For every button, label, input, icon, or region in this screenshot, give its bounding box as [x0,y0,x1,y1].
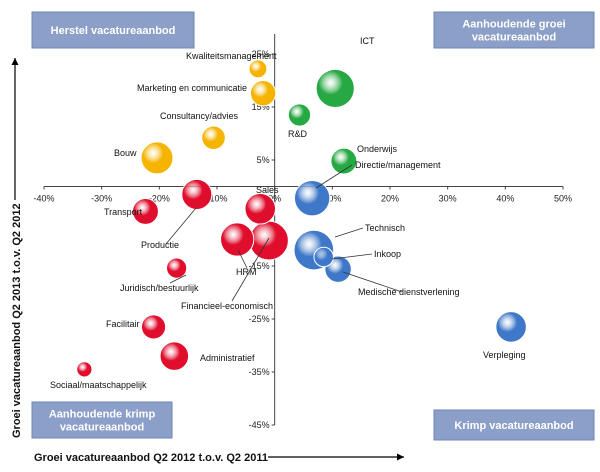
x-tick-label: 30% [439,194,457,204]
leader-line [315,164,353,189]
x-tick-label: -40% [33,194,54,204]
bubble-sociaal-maatschappelijk [76,361,93,378]
label-hrm: HRM [236,267,257,277]
label-productie: Productie [141,240,179,250]
x-tick-label: 50% [554,194,572,204]
bubble-marketing-en-communicatie [249,80,277,107]
bubble-consultancy-advies [201,125,226,151]
leader-line [169,274,187,284]
label-ict: ICT [360,36,375,46]
axes: -40% -30% -20% -10% 0% 10% 20% 30% 40% 50% 25% 15% 5… [33,34,572,430]
bubble-juridisch-bestuurlijk [166,257,188,279]
quadrant-label: Herstel vacatureaanbod [51,25,176,37]
label-sociaal-maatschappelijk: Sociaal/maatschappelijk [50,380,147,390]
label-inkoop: Inkoop [374,249,401,259]
y-tick-label: -25% [249,314,270,324]
bubble-verpleging [495,311,527,343]
x-tick-label: 20% [381,194,399,204]
label-r-d: R&D [288,129,308,139]
bubbles [76,59,527,378]
bubble-r-d [287,103,312,127]
bubble-financieel-economisch [248,220,289,261]
quadrant-label: Aanhoudende krimp [49,409,156,421]
y-tick-label: 15% [252,102,270,112]
label-juridisch-bestuurlijk: Juridisch/bestuurlijk [120,283,199,293]
label-kwaliteitsmanagement: Kwaliteitsmanagement [186,51,277,61]
y-tick-label: -35% [249,367,270,377]
bubble-labels: ICT Kwaliteitsmanagement Marketing en comm… [50,36,526,390]
label-onderwijs: Onderwijs [357,144,398,154]
quadrant-box [433,11,595,49]
leader-line [334,227,364,238]
x-tick-label: 0% [268,194,281,204]
bubble-ict [315,68,355,109]
bubble-transport [132,197,159,225]
bubble-inkoop [313,246,334,268]
quadrant-box [433,409,595,441]
bubble-productie [181,178,213,210]
x-tick-label: 10% [323,194,341,204]
label-facilitair: Facilitair [106,319,140,329]
x-axis-title: Groei vacatureaanbod Q2 2012 t.o.v. Q2 2… [34,452,268,464]
quadrant-label: vacatureaanbod [472,32,556,44]
x-tick-label: -20% [149,194,170,204]
y-tick-label: -15% [249,261,270,271]
leader-line [237,249,248,269]
y-tick-label: 5% [257,155,270,165]
y-axis-title: Groei vacatureaanbod Q2 2013 t.o.v. Q2 2… [11,203,23,438]
quadrant-box [31,11,195,49]
x-tick-label: 40% [496,194,514,204]
bubble-hrm [220,222,255,257]
bubble-administratief [159,341,190,371]
label-medische-dienstverlening: Medische dienstverlening [358,287,460,297]
quadrant-top-left: Herstel vacatureaanbod [31,11,195,49]
bubble-facilitair [140,314,167,340]
label-technisch: Technisch [365,223,405,233]
y-tick-label: -45% [249,420,270,430]
label-sales: Sales [256,185,279,195]
y-tick-label: 25% [252,49,270,59]
axis-titles: Groei vacatureaanbod Q2 2012 t.o.v. Q2 2… [11,58,404,464]
label-directie-management: Directie/management [355,160,441,170]
leader-line [342,271,403,293]
leader-line [331,253,373,260]
label-financieel-economisch: Financieel-economisch [181,301,273,311]
bubble-sales [244,192,277,225]
bubble-directie-management [293,179,331,217]
quadrant-box [31,401,173,439]
bubble-bouw [140,141,174,175]
label-consultancy-advies: Consultancy/advies [160,111,239,121]
bubble-onderwijs [330,147,358,175]
quadrant-bottom-right: Krimp vacatureaanbod [433,409,595,441]
x-arrow-head [397,453,404,461]
bubble-kwaliteitsmanagement [248,59,268,79]
quadrant-label: Krimp vacatureaanbod [454,420,573,432]
label-transport: Transport [104,207,143,217]
label-marketing-en-communicatie: Marketing en communicatie [137,83,247,93]
x-tick-label: -10% [206,194,227,204]
leader-line [165,207,197,245]
y-arrow-head [11,58,19,65]
label-administratief: Administratief [200,353,255,363]
quadrant-label: vacatureaanbod [60,422,144,434]
label-bouw: Bouw [114,148,137,158]
quadrant-label: Aanhoudende groei [462,19,565,31]
label-verpleging: Verpleging [483,350,526,360]
leader-line [231,237,270,302]
x-tick-label: -30% [91,194,112,204]
